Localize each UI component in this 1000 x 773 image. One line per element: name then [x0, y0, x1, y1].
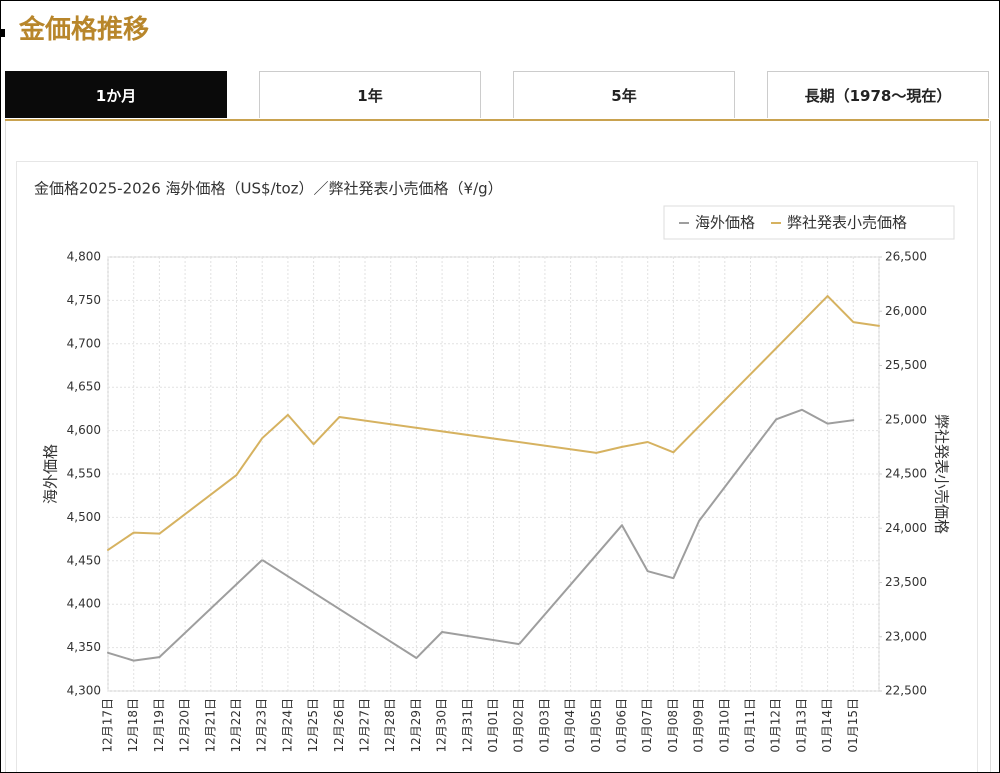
x-tick-label: 01月07日	[640, 698, 654, 753]
x-tick-label: 01月09日	[692, 698, 706, 753]
x-tick-label: 12月18日	[126, 698, 140, 753]
y2-tick-label: 22,500	[885, 684, 927, 698]
tab[interactable]: 1か月	[5, 71, 227, 118]
x-tick-label: 01月15日	[846, 698, 860, 753]
x-tick-label: 12月23日	[255, 698, 269, 753]
chart-panel	[16, 161, 978, 772]
series-line	[415, 630, 444, 660]
x-tick-label: 01月11日	[743, 698, 757, 753]
series-line	[235, 413, 341, 477]
y-tick-label: 4,700	[67, 336, 101, 350]
gap-connector	[518, 524, 623, 645]
legend-label: 弊社発表小売価格	[787, 214, 907, 232]
tab[interactable]: 長期（1978～現在）	[767, 71, 989, 118]
x-tick-label: 01月10日	[717, 698, 731, 753]
y-tick-label: 4,350	[67, 640, 101, 654]
y2-tick-label: 25,000	[885, 412, 927, 426]
x-tick-label: 01月06日	[615, 698, 629, 753]
x-tick-label: 01月04日	[563, 698, 577, 753]
gap-connector	[441, 630, 520, 646]
x-tick-label: 01月02日	[512, 698, 526, 753]
series-line	[107, 531, 161, 551]
y2-axis-title: 弊社発表小売価格	[933, 414, 951, 534]
y-tick-label: 4,550	[67, 467, 101, 481]
series-line	[775, 408, 855, 425]
y-tick-label: 4,400	[67, 597, 101, 611]
series-line	[826, 295, 880, 327]
tab[interactable]: 5年	[513, 71, 735, 118]
x-tick-label: 12月29日	[409, 698, 423, 753]
x-tick-label: 12月31日	[460, 698, 474, 753]
x-tick-label: 01月14日	[820, 698, 834, 753]
y-tick-label: 4,450	[67, 553, 101, 567]
gap-connector	[698, 418, 777, 522]
y2-tick-label: 26,500	[885, 250, 927, 264]
legend	[663, 205, 955, 240]
x-tick-label: 12月28日	[383, 698, 397, 753]
tab[interactable]: 1年	[259, 71, 481, 118]
gap-connector	[158, 474, 238, 535]
x-tick-label: 01月05日	[589, 698, 603, 753]
x-tick-label: 12月17日	[101, 698, 115, 753]
x-tick-label: 12月19日	[152, 698, 166, 753]
x-tick-label: 12月30日	[435, 698, 449, 753]
series-line	[621, 519, 701, 580]
y2-tick-label: 23,500	[885, 575, 927, 589]
y2-tick-label: 24,500	[885, 467, 927, 481]
series-line	[107, 651, 161, 662]
x-tick-label: 01月13日	[794, 698, 808, 753]
gap-connector	[158, 559, 263, 658]
y2-tick-label: 23,000	[885, 629, 927, 643]
y-tick-label: 4,750	[67, 293, 101, 307]
x-tick-label: 01月03日	[537, 698, 551, 753]
x-tick-label: 12月27日	[358, 698, 372, 753]
legend-label: 海外価格	[695, 214, 755, 232]
x-tick-label: 12月22日	[229, 698, 243, 753]
x-tick-label: 12月20日	[178, 698, 192, 753]
gap-connector	[339, 416, 597, 454]
y-tick-label: 4,500	[67, 510, 101, 524]
chart-title: 金価格2025-2026 海外価格（US$/toz）／弊社発表小売価格（¥/g）	[34, 180, 503, 198]
y2-tick-label: 26,000	[885, 304, 927, 318]
series-line	[595, 440, 675, 454]
marker	[1, 29, 5, 37]
x-tick-label: 12月24日	[280, 698, 294, 753]
page-title: 金価格推移	[19, 15, 150, 45]
x-tick-label: 12月26日	[332, 698, 346, 753]
y-axis-title: 海外価格	[42, 444, 60, 504]
x-tick-label: 01月12日	[769, 698, 783, 753]
x-tick-label: 01月01日	[486, 698, 500, 753]
y-tick-label: 4,650	[67, 380, 101, 394]
content-border	[5, 121, 991, 772]
x-tick-label: 12月25日	[306, 698, 320, 753]
y2-tick-label: 25,500	[885, 358, 927, 372]
tab-rule	[5, 119, 989, 121]
y-tick-label: 4,800	[67, 250, 101, 264]
gap-connector	[261, 559, 417, 659]
y-tick-label: 4,600	[67, 423, 101, 437]
y-tick-label: 4,300	[67, 684, 101, 698]
y2-tick-label: 24,000	[885, 521, 927, 535]
x-tick-label: 01月08日	[666, 698, 680, 753]
gap-connector	[672, 295, 829, 454]
x-tick-label: 12月21日	[203, 698, 217, 753]
